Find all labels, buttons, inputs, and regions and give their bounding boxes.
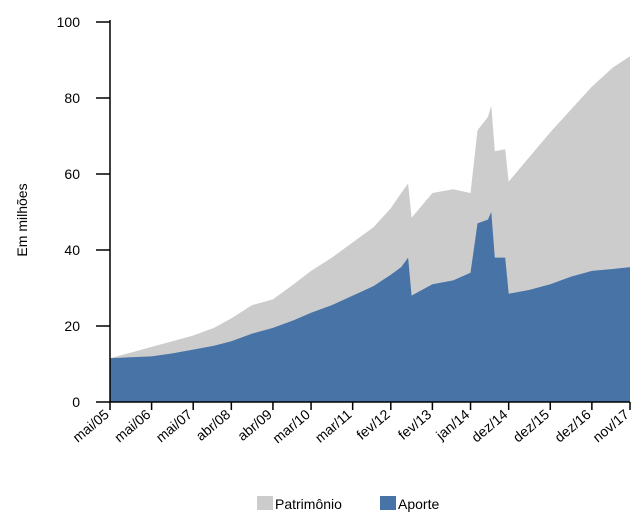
axes <box>109 20 630 403</box>
x-tick-label: mai/07 <box>153 406 196 445</box>
x-tick-label: fev/12 <box>353 406 393 443</box>
y-tick-label: 80 <box>64 90 80 106</box>
x-tick-label: fev/13 <box>395 406 435 443</box>
legend-swatch <box>380 496 396 510</box>
x-tick-label: dez/14 <box>468 406 511 445</box>
y-tick-label: 40 <box>64 242 80 258</box>
x-tick-label: mar/11 <box>312 406 355 446</box>
legend-swatch <box>257 496 273 510</box>
x-tick-label: jan/14 <box>432 406 472 444</box>
x-tick-label: mai/06 <box>111 406 154 445</box>
area-series-1 <box>110 212 630 402</box>
legend-label: Aporte <box>398 496 439 512</box>
y-tick-label: 0 <box>72 394 80 410</box>
x-tick-label: abr/08 <box>193 406 234 444</box>
y-axis-label: Em milhões <box>14 183 30 256</box>
y-ticks: 0 20 40 60 80 100 <box>57 14 110 410</box>
legend: Patrimônio Aporte <box>257 496 439 512</box>
x-tick-label: mai/05 <box>69 406 112 445</box>
y-tick-label: 60 <box>64 166 80 182</box>
y-tick-label: 100 <box>57 14 81 30</box>
y-tick-label: 20 <box>64 318 80 334</box>
series-areas <box>110 56 630 402</box>
legend-label: Patrimônio <box>275 496 342 512</box>
x-tick-label: dez/16 <box>551 406 594 445</box>
x-tick-label: nov/17 <box>589 406 632 445</box>
x-tick-label: abr/09 <box>234 406 275 444</box>
x-tick-label: mar/10 <box>269 406 313 446</box>
x-tick-label: dez/15 <box>510 406 553 445</box>
